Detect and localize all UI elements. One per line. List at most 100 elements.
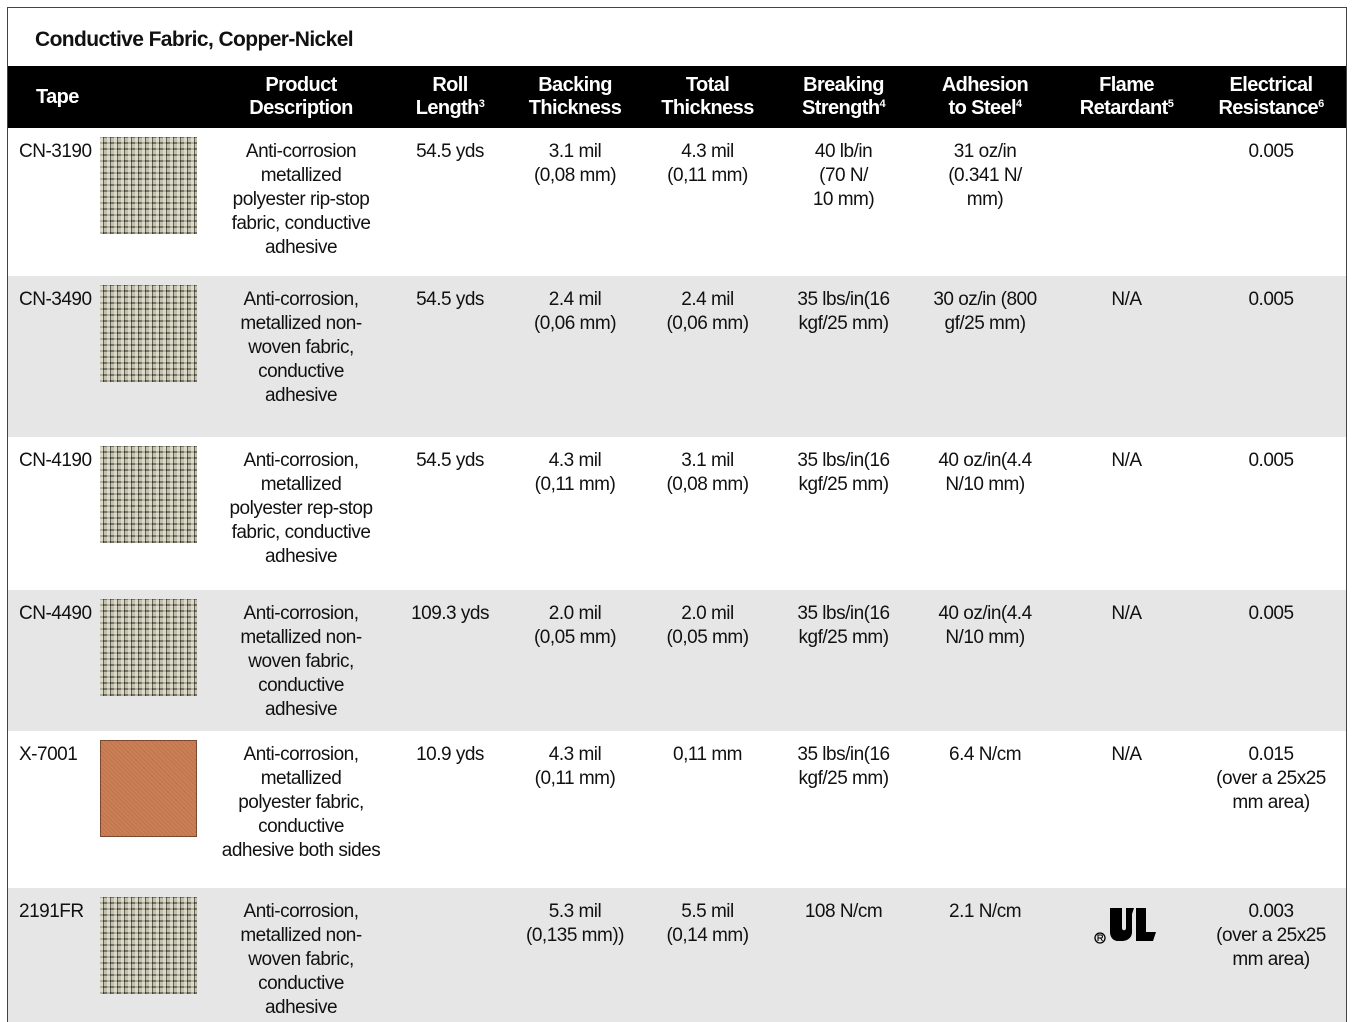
cell: 30 oz/in (800 gf/25 mm) bbox=[912, 276, 1059, 437]
cell: 0.005 bbox=[1195, 276, 1346, 437]
cell: 54.5 yds bbox=[390, 276, 511, 437]
column-header: Product Description bbox=[212, 66, 391, 128]
table-row: CN-4490 Anti-corrosion, metallized non- w… bbox=[8, 590, 1346, 731]
cell: 5.5 mil (0,14 mm) bbox=[640, 888, 776, 1022]
column-header: Flame Retardant5 bbox=[1058, 66, 1196, 128]
cell: Anti-corrosion, metallized non- woven fa… bbox=[212, 590, 391, 731]
fabric-swatch bbox=[100, 740, 197, 837]
cell: 0.015 (over a 25x25 mm area) bbox=[1216, 744, 1326, 813]
column-header: Total Thickness bbox=[640, 66, 776, 128]
cell: 31 oz/in (0.341 N/ mm) bbox=[948, 141, 1022, 210]
cell: 108 N/cm bbox=[775, 888, 913, 1022]
cell: 35 lbs/in(16 kgf/25 mm) bbox=[775, 590, 913, 731]
cell: 6.4 N/cm bbox=[949, 744, 1022, 765]
swatch-cell bbox=[100, 276, 213, 437]
cell: Anti-corrosion metallized polyester rip-… bbox=[231, 141, 371, 258]
table-row: CN-3490 Anti-corrosion, metallized non- w… bbox=[8, 276, 1346, 437]
table-title: Conductive Fabric, Copper-Nickel bbox=[35, 28, 354, 51]
footnote-mark: 4 bbox=[1015, 98, 1022, 110]
tape-name: CN-4190 bbox=[19, 450, 92, 471]
swatch-cell bbox=[100, 128, 212, 276]
column-header: Adhesion to Steel4 bbox=[912, 66, 1059, 128]
spec-table: Tape Product Description Roll Length3 Backi… bbox=[8, 66, 1346, 1022]
cell: 35 lbs/in(16 kgf/25 mm) bbox=[775, 276, 913, 437]
fabric-swatch bbox=[100, 599, 197, 696]
cell: Anti-corrosion, metallized polyester rep… bbox=[229, 450, 373, 567]
header-text: Flame Retardant bbox=[1079, 74, 1169, 119]
table-row: 2191FR Anti-corrosion, metallized non- wo… bbox=[8, 888, 1346, 1022]
cell: 4.3 mil (0,11 mm) bbox=[534, 450, 616, 495]
table-row: CN-3190 Anti-corrosion metallized polyest… bbox=[8, 128, 1346, 276]
cell: 0,11 mm bbox=[673, 744, 743, 765]
empty-cell bbox=[1058, 128, 1195, 276]
header-text: Electrical Resistance bbox=[1218, 74, 1319, 119]
column-header: Roll Length3 bbox=[390, 66, 511, 128]
swatch-cell bbox=[100, 731, 212, 888]
cell: Anti-corrosion, metallized non- woven fa… bbox=[212, 888, 391, 1022]
cell: 0.005 bbox=[1195, 590, 1346, 731]
column-header: Tape bbox=[8, 66, 213, 128]
cell: 4.3 mil (0,11 mm) bbox=[534, 744, 616, 789]
tape-name: CN-4490 bbox=[8, 590, 100, 731]
cell: 40 lb/in (70 N/ 10 mm) bbox=[812, 141, 875, 210]
document-frame: Conductive Fabric, Copper-Nickel Tape Pro… bbox=[7, 7, 1347, 1022]
fabric-swatch bbox=[100, 897, 197, 994]
swatch-cell bbox=[100, 590, 213, 731]
cell: 35 lbs/in(16 kgf/25 mm) bbox=[797, 450, 890, 495]
cell-icon bbox=[1058, 888, 1196, 1022]
cell: 54.5 yds bbox=[416, 141, 484, 162]
cell: N/A bbox=[1111, 450, 1142, 471]
cell: N/A bbox=[1058, 276, 1196, 437]
cell: 40 oz/in(4.4 N/10 mm) bbox=[938, 450, 1032, 495]
cell: 10.9 yds bbox=[416, 744, 484, 765]
fabric-swatch bbox=[100, 446, 197, 543]
fabric-swatch bbox=[100, 137, 197, 234]
cell: 35 lbs/in(16 kgf/25 mm) bbox=[797, 744, 890, 789]
cell: Anti-corrosion, metallized polyester fab… bbox=[221, 744, 381, 861]
cell: N/A bbox=[1111, 744, 1142, 765]
header-text: Backing Thickness bbox=[528, 74, 622, 119]
cell: 2.0 mil (0,05 mm) bbox=[640, 590, 776, 731]
cell: 5.3 mil (0,135 mm)) bbox=[510, 888, 641, 1022]
tape-name: CN-3490 bbox=[8, 276, 100, 437]
header-text: Breaking Strength bbox=[802, 74, 884, 119]
ul-logo bbox=[1093, 908, 1156, 944]
header-text: Total Thickness bbox=[661, 74, 754, 119]
table-row: CN-4190 Anti-corrosion, metallized polyes… bbox=[8, 437, 1346, 590]
tape-name: 2191FR bbox=[8, 888, 100, 1022]
cell: Anti-corrosion, metallized non- woven fa… bbox=[212, 276, 391, 437]
header-text: Adhesion to Steel bbox=[941, 74, 1029, 119]
cell: 0.005 bbox=[1248, 141, 1294, 162]
tape-name: X-7001 bbox=[19, 744, 78, 765]
footnote-mark: 4 bbox=[879, 98, 885, 110]
column-header: Electrical Resistance6 bbox=[1195, 66, 1346, 128]
header-text: Product Description bbox=[249, 74, 353, 119]
column-header: Breaking Strength4 bbox=[775, 66, 913, 128]
swatch-cell bbox=[100, 437, 212, 590]
tape-name: CN-3190 bbox=[19, 141, 92, 162]
cell: 4.3 mil (0,11 mm) bbox=[667, 141, 748, 186]
empty-cell bbox=[390, 888, 511, 1022]
header-row: Tape Product Description Roll Length3 Backi… bbox=[8, 66, 1346, 128]
fabric-swatch bbox=[100, 285, 197, 382]
cell: 3.1 mil (0,08 mm) bbox=[533, 141, 617, 186]
cell: 3.1 mil (0,08 mm) bbox=[666, 450, 749, 495]
cell: 40 oz/in(4.4 N/10 mm) bbox=[912, 590, 1059, 731]
cell: 54.5 yds bbox=[416, 450, 484, 471]
header-text: Tape bbox=[36, 85, 79, 108]
swatch-cell bbox=[100, 888, 213, 1022]
cell: 2.4 mil (0,06 mm) bbox=[640, 276, 776, 437]
footnote-mark: 6 bbox=[1318, 98, 1324, 110]
footnote-mark: 5 bbox=[1167, 98, 1174, 110]
cell: 2.1 N/cm bbox=[912, 888, 1059, 1022]
cell: 0.003 (over a 25x25 mm area) bbox=[1195, 888, 1346, 1022]
column-header: Backing Thickness bbox=[510, 66, 641, 128]
table-row: X-7001 Anti-corrosion, metallized polyest… bbox=[8, 731, 1346, 888]
header-text: Roll Length bbox=[415, 74, 480, 119]
cell: 109.3 yds bbox=[390, 590, 511, 731]
footnote-mark: 3 bbox=[478, 98, 485, 110]
cell: 2.4 mil (0,06 mm) bbox=[510, 276, 641, 437]
cell: 2.0 mil (0,05 mm) bbox=[510, 590, 641, 731]
cell: N/A bbox=[1058, 590, 1196, 731]
